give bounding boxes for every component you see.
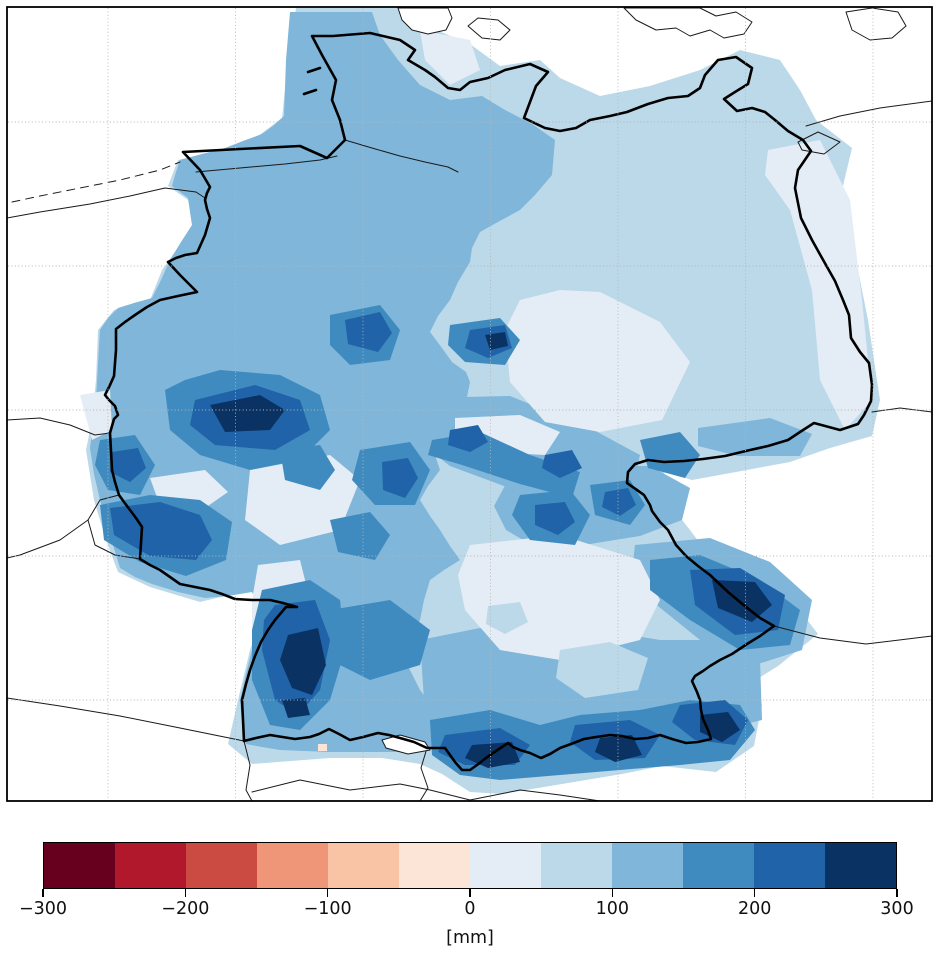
polish-coastline — [805, 100, 932, 127]
colorbar-segment — [612, 843, 683, 888]
colorbar-segment — [257, 843, 328, 888]
colorbar-tick — [326, 889, 329, 897]
elbe-river — [344, 139, 459, 173]
colorbar-ticks — [42, 889, 898, 898]
colorbar-tick-label: 300 — [880, 899, 914, 919]
colorbar-segment — [825, 843, 896, 888]
country-borders — [7, 7, 932, 801]
colorbar-segment — [754, 843, 825, 888]
colorbar-tick — [469, 889, 471, 897]
colorbar-tick-label: 0 — [464, 899, 476, 919]
colorbar-segment — [683, 843, 754, 888]
dutch-coastline — [7, 187, 206, 219]
germany-border — [103, 31, 874, 772]
french-swiss-border — [7, 697, 245, 742]
map-plot — [6, 6, 933, 802]
colorbar-tick — [896, 889, 898, 897]
map-frame — [6, 6, 933, 802]
luxembourg-border — [87, 494, 141, 560]
field-bin-neg50-0-cell — [318, 744, 327, 751]
colorbar-tick-label: 200 — [737, 899, 772, 919]
colorbar-segment — [115, 843, 186, 888]
colorbar-tick — [611, 889, 614, 897]
graticule-gridlines — [8, 8, 931, 800]
lake-constance — [381, 734, 431, 755]
colorbar-tick-label: −200 — [161, 899, 210, 919]
field-bin-0-50 — [505, 290, 690, 432]
precipitation-field — [80, 8, 880, 794]
colorbar-tick-labels: −300 −200 −100 0 100 200 300 — [19, 899, 914, 923]
colorbar-segment — [328, 843, 399, 888]
colorbar-segment — [186, 843, 257, 888]
czech-austrian-border — [773, 625, 932, 645]
colorbar-unit-label: [mm] — [446, 928, 494, 948]
colorbar-tick-label: −100 — [303, 899, 352, 919]
colorbar — [43, 842, 897, 889]
colorbar-segment — [44, 843, 115, 888]
dutch-islands-coastline — [11, 161, 181, 203]
denmark-islands — [397, 7, 453, 35]
colorbar-tick — [42, 889, 44, 897]
colorbar-tick-label: 100 — [595, 899, 630, 919]
colorbar-segment — [470, 843, 541, 888]
colorbar-tick — [753, 889, 756, 897]
alps-ridge-borders — [251, 779, 601, 801]
colorbar-tick — [184, 889, 187, 897]
colorbar-tick-label: −300 — [18, 899, 68, 919]
czech-polish-border — [871, 407, 932, 413]
belgian-border — [7, 417, 111, 436]
colorbar-segment — [541, 843, 612, 888]
colorbar-segment — [399, 843, 470, 888]
